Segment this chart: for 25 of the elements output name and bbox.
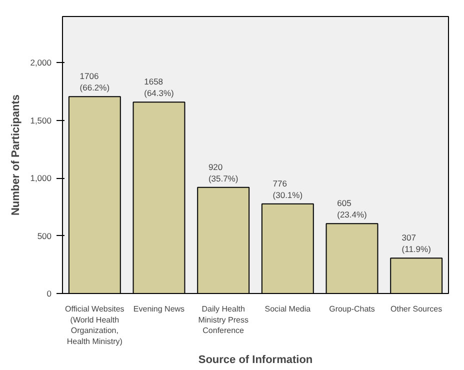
bar	[68, 96, 121, 294]
bar	[326, 223, 378, 294]
bar	[132, 102, 186, 294]
x-axis-title: Source of Information	[198, 354, 313, 366]
y-tick-label: 500	[37, 230, 52, 241]
data-label: 1658 (64.3%)	[144, 76, 174, 98]
data-label: 920 (35.7%)	[208, 162, 238, 184]
x-tick-label: Official Websites (World Health Organization, Health Ministry)	[65, 304, 124, 346]
y-axis-title: Number of Participants	[10, 94, 22, 216]
data-label: 1706 (66.2%)	[80, 71, 110, 93]
y-tick-label: 2,000	[30, 58, 52, 68]
x-tick-label: Social Media	[264, 304, 312, 314]
x-tick-label: Group-Chats	[329, 304, 375, 314]
bar	[197, 186, 250, 294]
y-tick-label: 0	[46, 288, 52, 298]
y-tick-label: 1,000	[30, 173, 52, 184]
data-label: 307 (11.9%)	[402, 232, 432, 254]
x-tick-label: Evening News	[133, 304, 185, 314]
bar	[390, 258, 443, 294]
data-label: 605 (23.4%)	[337, 198, 368, 220]
data-label: 776 (30.1%)	[272, 178, 303, 200]
x-tick-label: Daily Health Ministry Press Conference	[198, 304, 248, 336]
y-tick-label: 1,500	[30, 115, 52, 126]
bar	[261, 203, 314, 294]
x-tick-label: Other Sources	[390, 304, 442, 314]
